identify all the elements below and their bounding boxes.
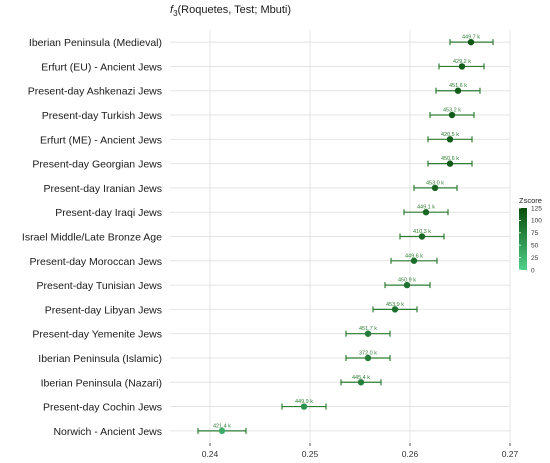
category-label: Norwich - Ancient Jews	[53, 426, 162, 438]
data-label: 450.9 k	[398, 278, 416, 284]
data-label: 449.6 k	[405, 253, 423, 259]
data-point	[364, 330, 372, 337]
data-points: 449.7 k 429.2 k 451.6 k 453.2 k 420.5 k 450.6…	[197, 35, 494, 435]
category-label: Present-day Moroccan Jews	[30, 256, 162, 268]
data-point	[446, 136, 454, 143]
data-label: 449.7 k	[462, 35, 480, 41]
data-point	[454, 87, 462, 94]
x-tick-label: 0.25	[302, 449, 319, 459]
title-subscript: 3	[173, 9, 178, 18]
legend-tick-label: 25	[531, 255, 539, 262]
category-label: Erfurt (ME) - Ancient Jews	[40, 134, 162, 146]
data-point	[364, 354, 372, 362]
legend-title: Zscore	[519, 196, 542, 205]
category-label: Present-day Libyan Jews	[45, 304, 162, 316]
data-point	[357, 379, 365, 386]
x-axis: 0.24 0.25 0.26 0.27	[202, 443, 519, 459]
data-point	[467, 38, 475, 46]
data-point	[431, 184, 439, 192]
category-label: Israel Middle/Late Bronze Age	[22, 232, 162, 244]
title-function: f	[170, 4, 174, 16]
data-label: 451.6 k	[449, 83, 467, 89]
category-label: Present-day Iranian Jews	[44, 183, 162, 195]
data-label: 453.2 k	[443, 108, 461, 114]
legend: Zscore 125 100 75 50 25 0	[519, 196, 542, 274]
category-label: Present-day Cochin Jews	[43, 402, 162, 414]
data-point	[446, 160, 454, 167]
category-label: Present-day Tunisian Jews	[37, 280, 162, 292]
legend-tick-label: 75	[531, 230, 539, 237]
legend-colorbar	[519, 208, 527, 270]
legend-tick-label: 100	[531, 218, 542, 225]
data-label: 410.3 k	[413, 229, 431, 235]
legend-tick-label: 50	[531, 243, 539, 250]
category-label: Erfurt (EU) - Ancient Jews	[41, 61, 162, 73]
data-label: 420.5 k	[441, 132, 459, 138]
data-point	[391, 306, 399, 313]
category-label: Iberian Peninsula (Nazari)	[41, 377, 162, 389]
data-label: 453.9 k	[386, 302, 404, 308]
category-label: Present-day Georgian Jews	[32, 159, 162, 171]
category-label: Present-day Turkish Jews	[42, 110, 162, 122]
data-label: 421.4 k	[213, 423, 231, 429]
data-point	[422, 209, 430, 216]
data-label: 450.6 k	[441, 156, 459, 162]
x-tick-label: 0.27	[502, 449, 519, 459]
title-arguments: (Roquetes, Test; Mbuti)	[178, 4, 292, 16]
category-label: Present-day Yemenite Jews	[32, 329, 162, 341]
category-label: Iberian Peninsula (Islamic)	[38, 353, 162, 365]
data-label: 451.7 k	[359, 326, 377, 332]
legend-tick-label: 0	[531, 267, 535, 274]
data-point	[403, 281, 411, 289]
x-tick-label: 0.26	[402, 449, 419, 459]
data-point	[410, 257, 418, 264]
data-label: 453.0 k	[426, 180, 444, 186]
category-label: Present-day Iraqi Jews	[55, 207, 162, 219]
data-label: 445.4 k	[352, 375, 370, 381]
data-point	[448, 111, 456, 119]
data-label: 372.0 k	[359, 350, 377, 356]
data-point	[418, 233, 426, 240]
legend-ticks: 125 100 75 50 25 0	[519, 205, 542, 274]
category-label: Iberian Peninsula (Medieval)	[29, 37, 162, 49]
data-label: 449.1 k	[417, 205, 435, 211]
x-tick-label: 0.24	[202, 449, 219, 459]
legend-tick-label: 125	[531, 205, 542, 212]
category-label: Present-day Ashkenazi Jews	[28, 86, 162, 98]
chart-title: f3(Roquetes, Test; Mbuti)	[170, 4, 291, 18]
data-point	[218, 427, 226, 435]
data-label: 449.9 k	[295, 399, 313, 405]
data-point	[458, 63, 466, 70]
category-labels: Iberian Peninsula (Medieval) Erfurt (EU) …	[22, 37, 162, 438]
data-label: 429.2 k	[453, 59, 471, 65]
data-point	[300, 403, 308, 410]
